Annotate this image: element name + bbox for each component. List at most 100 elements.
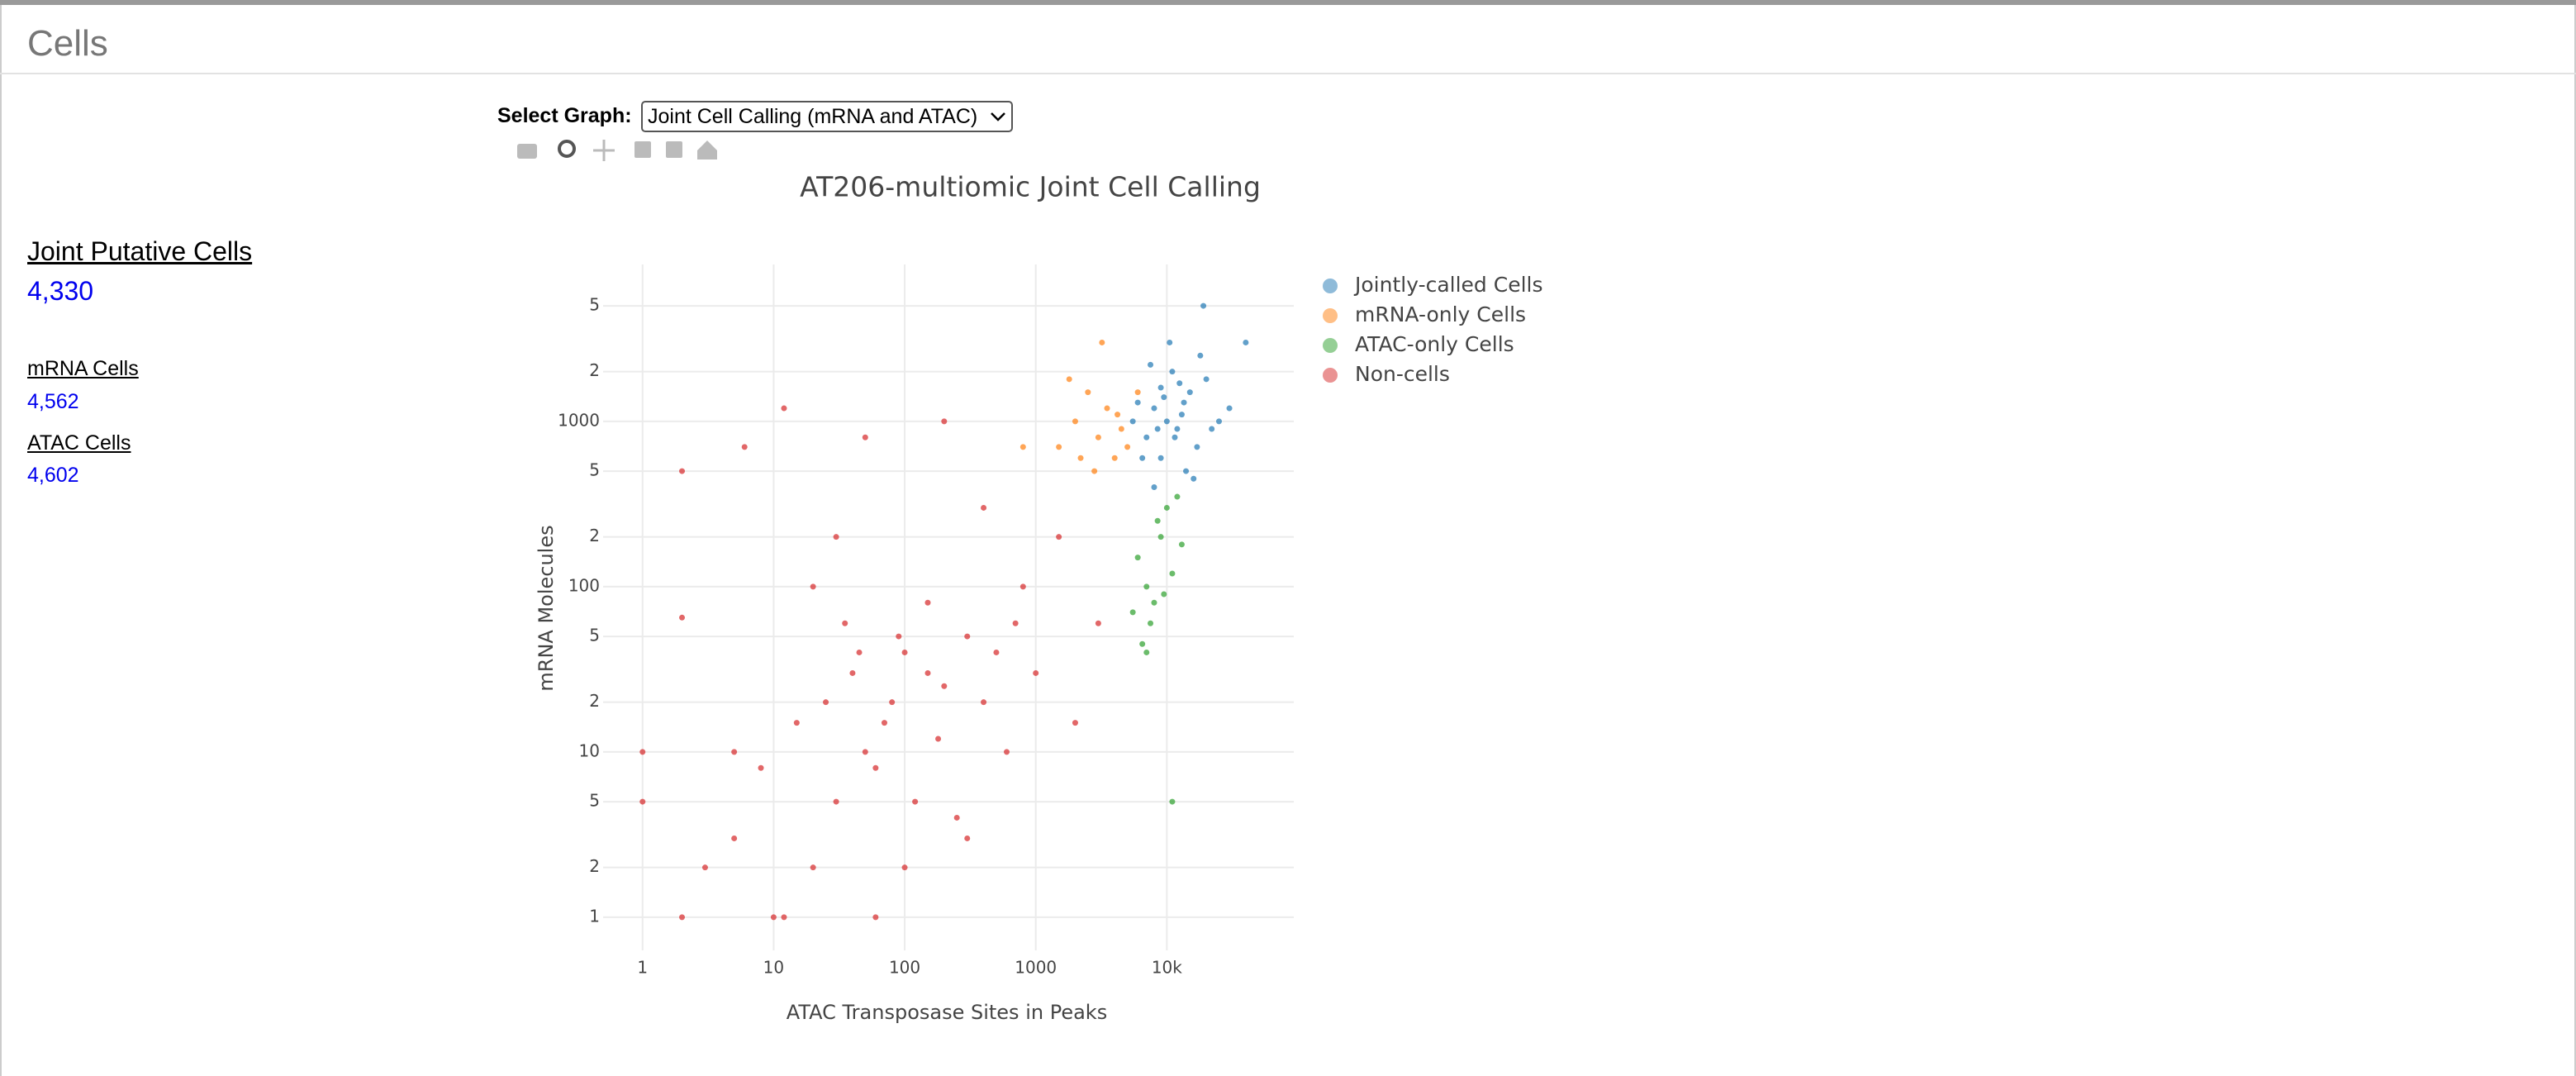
scatter-point <box>1033 669 1039 676</box>
y-tick-label: 10 <box>579 740 600 760</box>
y-tick-label: 5 <box>589 626 600 645</box>
scatter-point <box>1161 591 1167 598</box>
scatter-point <box>1154 517 1161 524</box>
scatter-point <box>1118 426 1124 432</box>
scatter-point <box>872 914 879 921</box>
y-tick-label: 2 <box>589 360 600 380</box>
zoom-in-button[interactable] <box>634 141 651 158</box>
scatter-point <box>1183 468 1190 474</box>
select-value: Joint Cell Calling (mRNA and ATAC) <box>648 105 978 128</box>
scatter-point <box>1129 418 1136 425</box>
scatter-point <box>1176 380 1183 387</box>
scatter-point <box>912 798 919 805</box>
scatter-point <box>1095 434 1101 440</box>
stat-value: 4,602 <box>27 464 79 487</box>
scatter-point <box>679 614 686 621</box>
page-title: Cells <box>27 23 108 64</box>
scatter-point <box>1172 434 1178 440</box>
scatter-point <box>810 864 816 871</box>
scatter-point <box>1181 399 1187 406</box>
zoom-out-button[interactable] <box>666 141 682 158</box>
scatter-point <box>889 699 896 706</box>
scatter-point <box>1186 389 1193 396</box>
scatter-point <box>924 669 931 676</box>
legend-marker <box>1323 308 1338 323</box>
scatter-point <box>872 764 879 771</box>
scatter-point <box>1209 426 1215 432</box>
scatter-point <box>1019 583 1026 590</box>
x-tick-label: 100 <box>889 958 920 978</box>
scatter-point <box>810 583 816 590</box>
legend-label: Jointly-called Cells <box>1353 273 1543 297</box>
y-tick-label: 2 <box>589 691 600 711</box>
select-arrow <box>991 112 1005 121</box>
scatter-point <box>981 699 987 706</box>
scatter-point <box>1134 389 1141 396</box>
scatter-point <box>1157 455 1164 461</box>
scatter-point <box>679 914 686 921</box>
scatter-point <box>1077 455 1084 461</box>
scatter-point <box>1215 418 1222 425</box>
scatter-point <box>935 736 942 742</box>
scatter-point <box>1134 399 1141 406</box>
scatter-point <box>833 534 839 540</box>
scatter-point <box>862 749 868 755</box>
scatter-point <box>1243 339 1249 345</box>
scatter-point <box>901 649 908 655</box>
scatter-point <box>1163 418 1170 425</box>
scatter-point <box>881 720 887 726</box>
stat-label: ATAC Cells <box>27 431 131 455</box>
legend-marker <box>1323 279 1338 293</box>
stat-label: Joint Putative Cells <box>27 236 253 266</box>
scatter-point <box>1111 455 1118 461</box>
scatter-point <box>731 749 738 755</box>
pan-button[interactable] <box>593 140 615 161</box>
scatter-point <box>1178 412 1185 418</box>
scatter-point <box>1139 455 1146 461</box>
header-divider <box>0 73 2576 74</box>
scatter-point <box>1066 376 1072 383</box>
stat-value: 4,330 <box>27 276 94 306</box>
x-axis-title: ATAC Transposase Sites in Peaks <box>787 1001 1107 1024</box>
scatter-point <box>849 669 856 676</box>
scatter-point <box>1099 339 1105 345</box>
scatter-point <box>1200 302 1207 309</box>
y-tick-label: 100 <box>568 575 600 595</box>
scatter-point <box>901 864 908 871</box>
scatter-point <box>1148 361 1154 368</box>
scatter-point <box>1163 504 1170 511</box>
scatter-point <box>1151 405 1157 412</box>
scatter-point <box>793 720 800 726</box>
scatter-point <box>823 699 829 706</box>
scatter-point <box>1191 475 1197 482</box>
scatter-point <box>679 468 686 474</box>
scatter-point <box>758 764 764 771</box>
graph-select[interactable]: Joint Cell Calling (mRNA and ATAC) <box>641 101 1013 132</box>
scatter-point <box>1151 599 1157 606</box>
stat-label: mRNA Cells <box>27 357 139 380</box>
scatter-point <box>1129 609 1136 616</box>
modebar <box>517 140 717 161</box>
legend-label: ATAC-only Cells <box>1355 332 1514 356</box>
scatter-point <box>993 649 1000 655</box>
zoom-button[interactable] <box>558 140 576 158</box>
scatter-point <box>1154 426 1161 432</box>
camera-button[interactable] <box>517 144 537 159</box>
scatter-point <box>1169 570 1176 577</box>
scatter-point <box>1151 483 1157 490</box>
top-border <box>0 0 2576 5</box>
chart-title: AT206-multiomic Joint Cell Calling <box>800 171 1261 203</box>
x-tick-label: 1 <box>637 958 648 978</box>
scatter-point <box>1085 389 1091 396</box>
legend-label: mRNA-only Cells <box>1355 302 1526 326</box>
scatter-point <box>862 434 868 440</box>
scatter-point <box>770 914 777 921</box>
y-tick-label: 1 <box>589 906 600 926</box>
y-tick-label: 1000 <box>558 410 600 430</box>
scatter-point <box>981 504 987 511</box>
scatter-point <box>1203 376 1210 383</box>
reset-button[interactable] <box>697 140 717 159</box>
scatter-point <box>1194 444 1200 450</box>
scatter-point <box>1072 720 1078 726</box>
